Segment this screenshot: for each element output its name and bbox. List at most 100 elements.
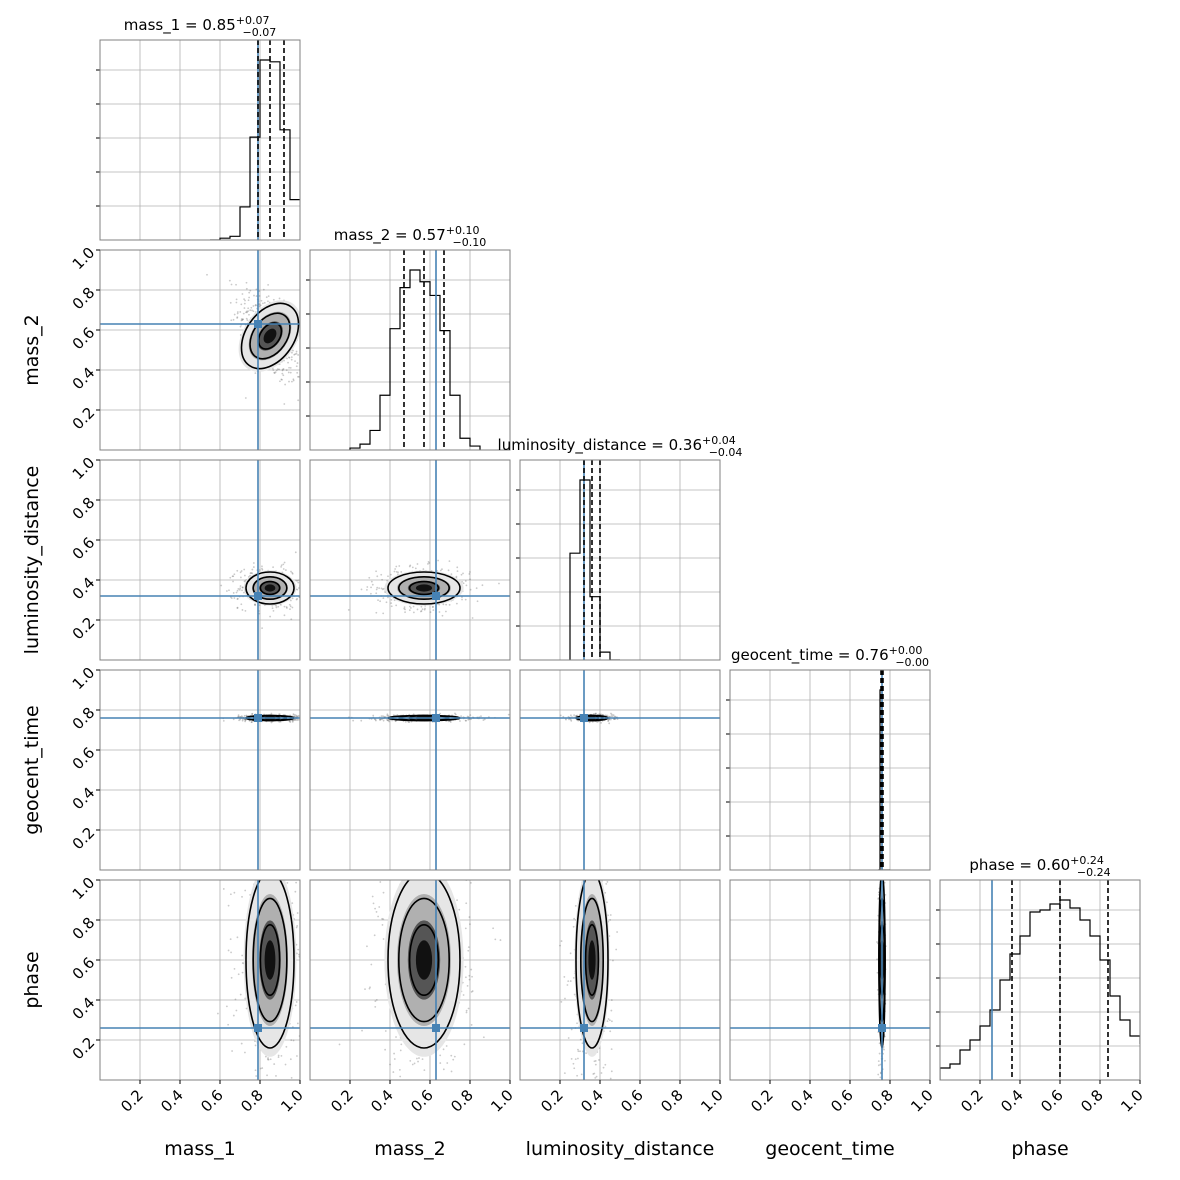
x-tick-label: 0.8 (447, 1086, 477, 1116)
scatter-point (296, 1055, 298, 1057)
scatter-point (499, 939, 502, 941)
scatter-point (275, 369, 278, 372)
scatter-point (290, 358, 293, 361)
scatter-point (588, 854, 590, 856)
scatter-point (296, 371, 299, 374)
panel-content (730, 670, 930, 870)
scatter-point (306, 370, 308, 372)
panel-frame (519, 879, 721, 1081)
scatter-point (594, 860, 596, 862)
scatter-point (429, 611, 432, 614)
panel-frame (99, 249, 301, 451)
x-tick-label: 0.6 (617, 1086, 647, 1116)
scatter-point (232, 1014, 235, 1017)
scatter-point (237, 588, 240, 590)
scatter-point (292, 1039, 295, 1042)
scatter-point (272, 298, 275, 301)
scatter-point (374, 1006, 377, 1008)
scatter-point (408, 605, 411, 608)
contour-line (245, 571, 295, 605)
scatter-point (572, 976, 575, 979)
scatter-point (236, 317, 239, 319)
title-label: luminosity_distance = 0.36 (498, 436, 702, 455)
scatter-point (598, 1119, 600, 1121)
scatter-point (381, 578, 384, 581)
scatter-point (467, 946, 470, 949)
scatter-point (244, 397, 247, 399)
scatter-point (303, 324, 305, 326)
scatter-point (250, 721, 253, 724)
scatter-point (600, 721, 603, 724)
scatter-point (378, 906, 381, 908)
scatter-point (573, 1067, 576, 1070)
scatter-point (471, 866, 473, 868)
scatter-point (289, 599, 292, 602)
scatter-point (273, 1063, 276, 1065)
scatter-point (397, 571, 399, 574)
scatter-point (247, 299, 250, 302)
scatter-point (405, 860, 407, 862)
scatter-point (296, 362, 299, 364)
title-label: mass_1 = 0.85 (124, 16, 236, 35)
scatter-point (585, 1052, 588, 1055)
scatter-point (468, 974, 471, 977)
x-tick-label: 0.4 (577, 1086, 607, 1116)
scatter-point (291, 902, 294, 904)
contour-line (387, 880, 461, 1049)
scatter-point (450, 573, 453, 576)
scatter-point (240, 715, 243, 718)
scatter-point (241, 719, 244, 722)
y-tick-label: 0.4 (69, 784, 99, 814)
scatter-point (883, 827, 885, 829)
scatter-point (246, 311, 248, 314)
scatter-point (422, 820, 424, 822)
scatter-point (563, 1072, 566, 1075)
scatter-point (244, 719, 247, 722)
scatter-point (482, 719, 485, 721)
scatter-point (227, 949, 230, 952)
scatter-point (241, 718, 244, 721)
scatter-point (395, 565, 398, 568)
scatter-point (245, 310, 248, 313)
scatter-point (283, 875, 285, 877)
scatter-point (560, 940, 563, 942)
scatter-point (431, 824, 433, 826)
panel-frame (99, 459, 301, 661)
scatter-point (566, 984, 569, 986)
scatter-point (572, 925, 575, 928)
panel-frame (309, 249, 511, 451)
title-minus: −0.00 (895, 656, 929, 669)
scatter-point (375, 911, 378, 913)
scatter-point (370, 963, 373, 966)
scatter-point (379, 718, 382, 721)
scatter-point (274, 371, 277, 374)
scatter-point (289, 1058, 292, 1061)
scatter-point (242, 312, 245, 315)
scatter-point (264, 853, 266, 855)
scatter-point (249, 289, 252, 292)
scatter-point (293, 714, 296, 716)
scatter-point (241, 319, 244, 322)
scatter-point (292, 379, 295, 382)
scatter-point (406, 874, 408, 876)
scatter-point (239, 311, 242, 313)
scatter-point (371, 895, 374, 898)
scatter-point (294, 353, 297, 355)
scatter-point (475, 587, 478, 590)
scatter-point (611, 1115, 613, 1117)
scatter-point (255, 788, 257, 790)
scatter-point (594, 871, 596, 873)
scatter-point (611, 713, 613, 716)
panel-geocent_time-vs-mass_2 (309, 669, 511, 871)
scatter-point (243, 580, 246, 583)
panel-frame (519, 459, 721, 661)
scatter-point (291, 351, 293, 354)
scatter-point (266, 1074, 268, 1077)
scatter-point (584, 876, 586, 878)
scatter-point (564, 997, 566, 1000)
scatter-point (393, 1052, 395, 1055)
scatter-point (396, 878, 398, 880)
density-fill (264, 940, 276, 980)
